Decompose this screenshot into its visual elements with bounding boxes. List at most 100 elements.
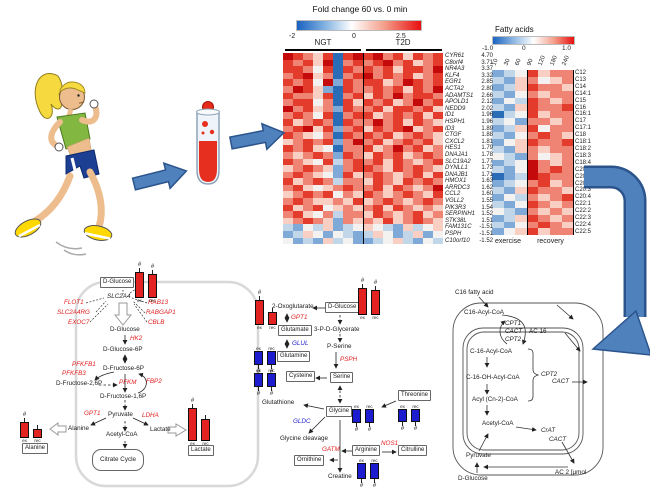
fatty-heatmap-grid (492, 70, 575, 236)
heatmap-cell (393, 217, 403, 225)
heatmap-cell (343, 184, 353, 192)
heatmap-cell (413, 151, 423, 159)
heatmap-cell (313, 158, 323, 166)
heatmap-cell (433, 184, 443, 192)
t2d-overbar (366, 49, 442, 51)
gldc-gene: GLDC (293, 418, 311, 425)
heatmap-cell (323, 237, 333, 245)
gene-row: FAM131C -1.51 (445, 224, 493, 231)
heatmap-cell (492, 221, 504, 229)
heatmap-cell (433, 72, 443, 80)
heatmap-cell (549, 70, 562, 77)
heatmap-cell (333, 72, 343, 80)
heatmap-cell (363, 158, 373, 166)
heatmap-cell (333, 125, 343, 133)
slc2a4-label: SLC2A4 (107, 293, 131, 300)
heatmap-cell (538, 125, 550, 133)
cact-enzyme-a: CACT (505, 328, 523, 335)
heatmap-cell (403, 99, 413, 106)
bar-column: rec # (267, 368, 276, 397)
heatmap-cell (393, 231, 403, 238)
heatmap-cell (503, 83, 516, 91)
bar-column: # ex (358, 278, 367, 320)
heatmap-cell (353, 217, 363, 225)
gene-row: C8orf4 3.71 (445, 59, 493, 66)
serine-box: Serine (330, 372, 354, 384)
heatmap-cell (353, 125, 363, 133)
heatmap-cell (538, 90, 550, 98)
heatmap-cell (363, 171, 373, 179)
heatmap-cell (515, 159, 527, 167)
fatty-row-label: C17 (575, 118, 587, 125)
heatmap-cell (323, 92, 333, 100)
heatmap-cell (413, 118, 423, 126)
heatmap-cell (353, 191, 363, 199)
heatmap-cell (303, 224, 313, 232)
heatmap-cell (423, 145, 433, 152)
heatmap-cell (343, 231, 353, 238)
heatmap-cell (343, 211, 353, 218)
heatmap-cell (433, 204, 443, 212)
heatmap-cell (313, 217, 323, 225)
heatmap-cell (492, 76, 504, 84)
heatmap-cell (561, 221, 574, 229)
heatmap-cell (333, 92, 343, 100)
heatmap-cell (333, 132, 343, 139)
heatmap-cell (393, 112, 403, 119)
heatmap-cell (313, 184, 323, 192)
heatmap-cell (313, 204, 323, 212)
heatmap-cell (561, 159, 574, 167)
pyruvate-metabolite: Pyruvate (108, 411, 133, 418)
heatmap-cell (383, 79, 393, 86)
heatmap-cell (373, 112, 383, 119)
heatmap-cell (413, 158, 423, 166)
heatmap-cell (393, 85, 403, 93)
heatmap-cell (503, 97, 516, 105)
heatmap-cell (423, 99, 433, 106)
heatmap-cell (323, 217, 333, 225)
heatmap-cell (373, 132, 383, 139)
heatmap-cell (383, 191, 393, 199)
heatmap-cell (492, 173, 504, 181)
heatmap-cell (283, 59, 293, 67)
glutathione-metabolite: Glutathione (262, 399, 295, 406)
heatmap-cell (373, 165, 383, 172)
heatmap-cell (413, 112, 423, 119)
heatmap-cell (433, 217, 443, 225)
heatmap-cell (433, 145, 443, 152)
heatmap-cell (413, 59, 423, 67)
heatmap-cell (413, 211, 423, 218)
heatmap-cell (373, 178, 383, 185)
gene-row: SLC19A2 1.77 (445, 158, 493, 165)
heatmap-cell (403, 151, 413, 159)
heatmap-cell (333, 79, 343, 86)
heatmap-cell (433, 118, 443, 126)
heatmap-cell (413, 85, 423, 93)
heatmap-cell (526, 90, 539, 98)
heatmap-cell (561, 118, 574, 126)
cact-enzyme-b: CACT (552, 378, 570, 385)
heatmap-cell (293, 59, 303, 67)
heatmap-cell (343, 72, 353, 80)
heatmap-cell (303, 191, 313, 199)
heatmap-cell (283, 72, 293, 80)
heatmap-cell (515, 76, 527, 84)
cpt2-enzyme-a: CPT2 (505, 336, 522, 343)
heatmap-cell (383, 85, 393, 93)
oxoglutarate-bar-chart: # ex rec (255, 290, 277, 330)
heatmap-cell (323, 178, 333, 185)
heatmap-cell (515, 132, 527, 139)
heatmap-cell (549, 207, 562, 215)
heatmap-cell (283, 178, 293, 185)
c16-oh-acyl-metabolite: C-16-OH-Acyl-CoA (466, 374, 520, 381)
heatmap-cell (303, 151, 313, 159)
fatty-row-label: C20:1 (575, 173, 592, 180)
heatmap-cell (423, 178, 433, 185)
heatmap-cell (293, 66, 303, 73)
heatmap-cell (403, 171, 413, 179)
heatmap-cell (353, 158, 363, 166)
heatmap-cell (538, 118, 550, 126)
gpt1-gene-center: GPT1 (291, 314, 308, 321)
heatmap-cell (313, 237, 323, 245)
